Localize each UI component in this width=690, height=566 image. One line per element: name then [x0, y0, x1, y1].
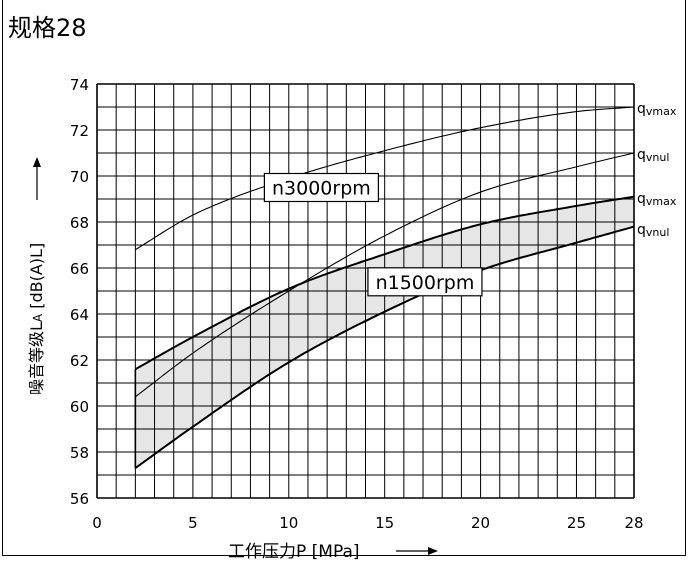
- speed-label-box: [367, 267, 483, 297]
- y-tick-label: 60: [70, 398, 89, 416]
- band-1500rpm: [135, 196, 634, 469]
- y-axis-arrow-head: [33, 157, 41, 167]
- x-axis-arrow-head: [428, 547, 438, 555]
- x-tick-label: 25: [567, 514, 586, 532]
- chart-frame: [2, 0, 686, 556]
- series-label: qvmax: [637, 191, 677, 208]
- x-tick-label: 10: [279, 514, 298, 532]
- y-tick-label: 56: [70, 490, 89, 508]
- series-line-1500-vmax: [134, 195, 635, 371]
- speed-label: n3000rpm: [272, 178, 371, 200]
- y-tick-label: 64: [70, 306, 89, 324]
- x-tick-label: 5: [188, 514, 198, 532]
- x-axis-label: 工作压力P [MPa]: [228, 542, 360, 562]
- x-tick-label: 0: [92, 514, 102, 532]
- speed-label: n1500rpm: [376, 272, 475, 294]
- x-tick-label: 28: [624, 514, 643, 532]
- series-line-3000-vmax: [135, 106, 635, 251]
- x-tick-label: 20: [471, 514, 490, 532]
- series-label: qvmax: [637, 101, 677, 118]
- series-label: qvnul: [637, 147, 669, 164]
- series-label: qvnul: [637, 222, 669, 239]
- speed-label-box: [263, 172, 379, 203]
- series-line-1500-vnul: [134, 225, 635, 469]
- y-tick-label: 58: [70, 444, 89, 462]
- chart-title: 规格28: [8, 14, 87, 42]
- series-line-3000-vnul: [135, 152, 635, 398]
- y-tick-label: 72: [70, 122, 89, 140]
- y-tick-label: 70: [70, 168, 89, 186]
- y-axis-label: 噪音等级LA [dB(A)L]: [27, 243, 46, 395]
- y-tick-label: 62: [70, 352, 89, 370]
- y-tick-label: 74: [70, 76, 89, 94]
- y-tick-label: 68: [70, 214, 89, 232]
- y-tick-label: 66: [70, 260, 89, 278]
- x-tick-label: 15: [375, 514, 394, 532]
